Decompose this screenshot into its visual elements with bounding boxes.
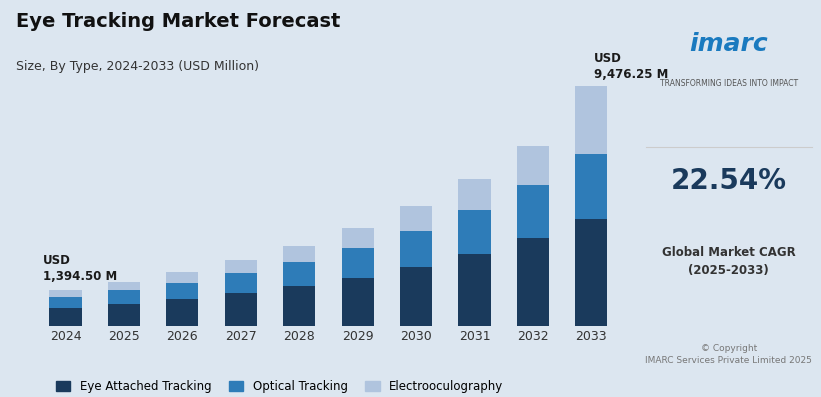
Bar bbox=[49, 297, 81, 308]
Bar bbox=[516, 146, 549, 185]
Bar bbox=[167, 299, 199, 326]
Text: Global Market CAGR
(2025-2033): Global Market CAGR (2025-2033) bbox=[662, 246, 796, 277]
Text: TRANSFORMING IDEAS INTO IMPACT: TRANSFORMING IDEAS INTO IMPACT bbox=[659, 79, 798, 89]
Text: Eye Tracking Market Forecast: Eye Tracking Market Forecast bbox=[16, 12, 341, 31]
Bar bbox=[576, 154, 608, 220]
Legend: Eye Attached Tracking, Optical Tracking, Electrooculography: Eye Attached Tracking, Optical Tracking,… bbox=[52, 375, 508, 397]
Bar bbox=[576, 220, 608, 326]
Text: © Copyright
IMARC Services Private Limited 2025: © Copyright IMARC Services Private Limit… bbox=[645, 345, 812, 365]
Bar bbox=[49, 290, 81, 297]
Bar bbox=[225, 293, 257, 326]
Bar bbox=[342, 248, 374, 278]
Bar bbox=[49, 308, 81, 326]
Bar bbox=[108, 290, 140, 304]
Text: USD
9,476.25 M: USD 9,476.25 M bbox=[594, 52, 668, 81]
Bar bbox=[458, 254, 490, 326]
Bar bbox=[400, 206, 432, 231]
Text: imarc: imarc bbox=[690, 32, 768, 56]
Bar bbox=[516, 238, 549, 326]
Text: Size, By Type, 2024-2033 (USD Million): Size, By Type, 2024-2033 (USD Million) bbox=[16, 60, 259, 73]
Bar bbox=[400, 231, 432, 267]
Bar bbox=[167, 283, 199, 299]
Text: USD
1,394.50 M: USD 1,394.50 M bbox=[44, 254, 117, 283]
Bar bbox=[458, 179, 490, 210]
Bar bbox=[283, 286, 315, 326]
Bar bbox=[225, 260, 257, 273]
Bar bbox=[576, 86, 608, 154]
Bar bbox=[225, 273, 257, 293]
Bar bbox=[108, 282, 140, 290]
Bar bbox=[400, 267, 432, 326]
Bar bbox=[458, 210, 490, 254]
Bar bbox=[283, 262, 315, 286]
Bar bbox=[283, 246, 315, 262]
Bar bbox=[108, 304, 140, 326]
Bar bbox=[342, 228, 374, 248]
Bar bbox=[167, 272, 199, 283]
Text: 22.54%: 22.54% bbox=[671, 167, 787, 195]
Bar bbox=[342, 278, 374, 326]
Bar bbox=[516, 185, 549, 238]
